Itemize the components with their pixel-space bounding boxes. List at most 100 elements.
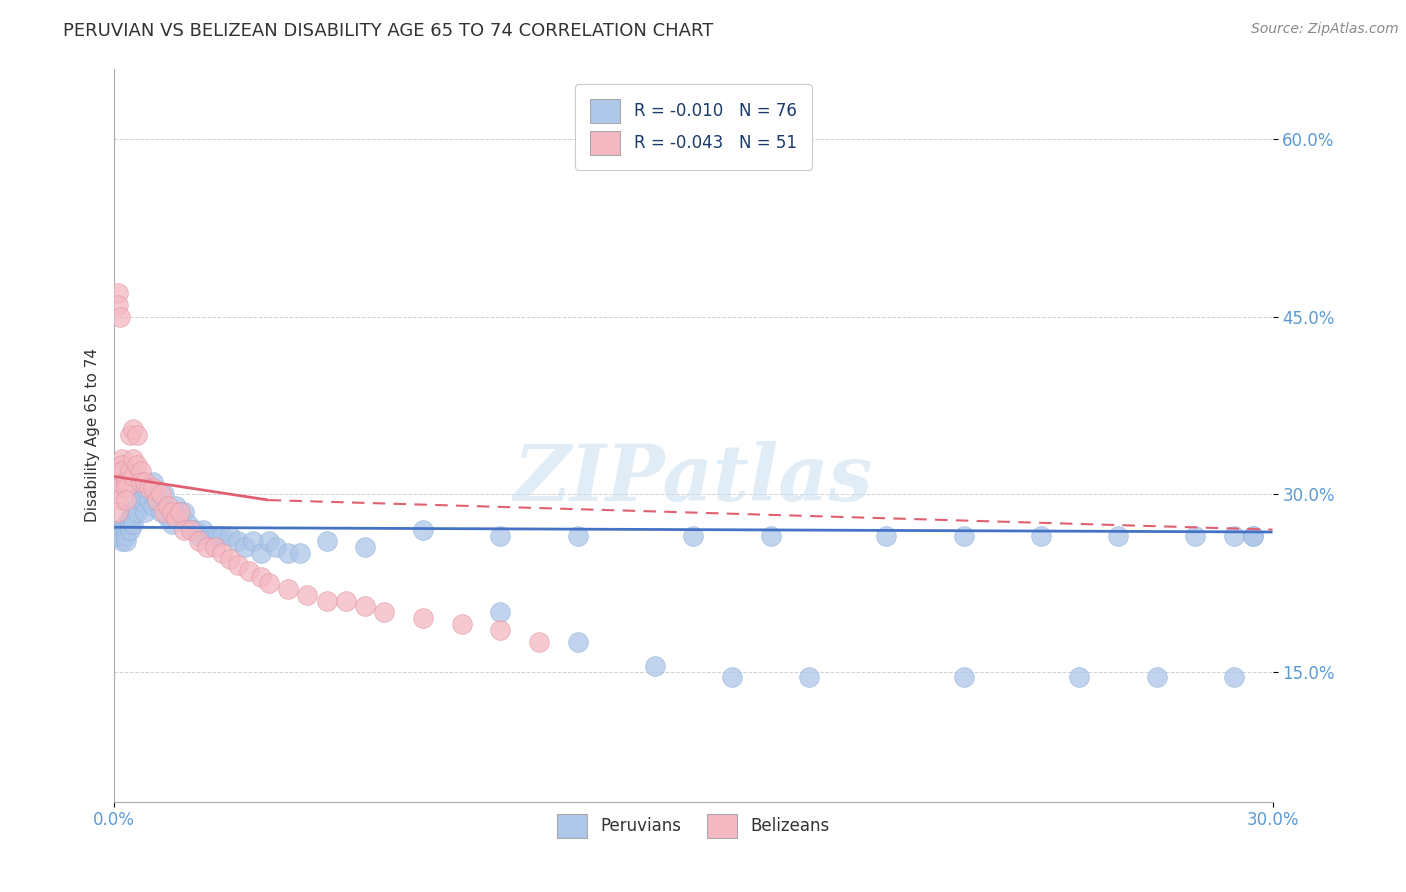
- Point: [277, 546, 299, 560]
- Point: [527, 635, 550, 649]
- Point: [111, 528, 134, 542]
- Point: [134, 481, 156, 495]
- Point: [165, 499, 187, 513]
- Point: [108, 463, 131, 477]
- Point: [191, 523, 214, 537]
- Point: [107, 505, 129, 519]
- Point: [111, 463, 134, 477]
- Point: [129, 463, 152, 477]
- Point: [134, 475, 156, 490]
- Point: [266, 541, 288, 555]
- Point: [277, 582, 299, 596]
- Point: [315, 534, 337, 549]
- Point: [127, 505, 149, 519]
- Point: [114, 481, 136, 495]
- Point: [114, 528, 136, 542]
- Point: [180, 523, 202, 537]
- Point: [242, 534, 264, 549]
- Point: [107, 475, 129, 490]
- Point: [176, 516, 198, 531]
- Point: [149, 487, 172, 501]
- Point: [354, 599, 377, 614]
- Point: [111, 451, 134, 466]
- Point: [1029, 528, 1052, 542]
- Point: [118, 523, 141, 537]
- Point: [114, 534, 136, 549]
- Point: [257, 575, 280, 590]
- Point: [250, 570, 273, 584]
- Point: [142, 481, 165, 495]
- Point: [204, 528, 226, 542]
- Point: [184, 523, 207, 537]
- Point: [173, 505, 195, 519]
- Point: [111, 458, 134, 472]
- Point: [107, 298, 129, 312]
- Point: [875, 528, 897, 542]
- Point: [567, 528, 589, 542]
- Point: [111, 523, 134, 537]
- Point: [1241, 528, 1264, 542]
- Point: [952, 670, 974, 684]
- Point: [1107, 528, 1129, 542]
- Point: [153, 505, 176, 519]
- Point: [799, 670, 821, 684]
- Point: [1223, 528, 1246, 542]
- Point: [114, 523, 136, 537]
- Point: [122, 422, 145, 436]
- Point: [138, 481, 160, 495]
- Point: [157, 511, 180, 525]
- Point: [118, 516, 141, 531]
- Point: [250, 546, 273, 560]
- Point: [450, 617, 472, 632]
- Point: [157, 499, 180, 513]
- Point: [118, 428, 141, 442]
- Point: [118, 463, 141, 477]
- Point: [219, 528, 242, 542]
- Point: [180, 523, 202, 537]
- Point: [489, 528, 512, 542]
- Point: [211, 528, 233, 542]
- Point: [188, 528, 211, 542]
- Point: [138, 493, 160, 508]
- Point: [235, 541, 257, 555]
- Point: [207, 528, 229, 542]
- Point: [682, 528, 704, 542]
- Legend: Peruvians, Belizeans: Peruvians, Belizeans: [551, 807, 837, 845]
- Point: [226, 558, 249, 573]
- Point: [169, 505, 191, 519]
- Point: [412, 611, 434, 625]
- Point: [142, 499, 165, 513]
- Point: [721, 670, 744, 684]
- Point: [1069, 670, 1091, 684]
- Point: [335, 593, 357, 607]
- Point: [211, 546, 233, 560]
- Point: [173, 523, 195, 537]
- Text: ZIPatlas: ZIPatlas: [513, 441, 873, 517]
- Point: [238, 564, 260, 578]
- Point: [127, 458, 149, 472]
- Point: [169, 505, 191, 519]
- Point: [412, 523, 434, 537]
- Point: [567, 635, 589, 649]
- Point: [114, 475, 136, 490]
- Point: [759, 528, 782, 542]
- Point: [149, 505, 172, 519]
- Point: [107, 493, 129, 508]
- Point: [105, 481, 128, 495]
- Point: [122, 505, 145, 519]
- Point: [145, 493, 167, 508]
- Point: [315, 593, 337, 607]
- Point: [129, 487, 152, 501]
- Point: [108, 310, 131, 324]
- Point: [354, 541, 377, 555]
- Point: [127, 428, 149, 442]
- Point: [288, 546, 311, 560]
- Point: [118, 511, 141, 525]
- Point: [107, 286, 129, 301]
- Point: [111, 534, 134, 549]
- Point: [153, 487, 176, 501]
- Point: [952, 528, 974, 542]
- Point: [134, 505, 156, 519]
- Point: [204, 541, 226, 555]
- Point: [108, 528, 131, 542]
